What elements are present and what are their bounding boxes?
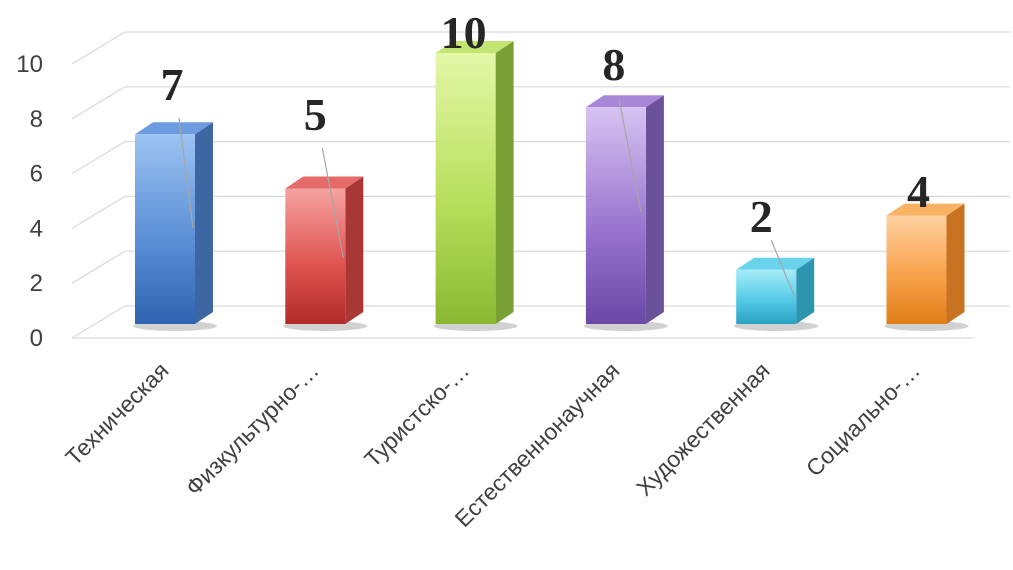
x-tick-label: Художественная [631,357,775,501]
gridlines [71,31,1010,339]
data-labels: 7 5 10 8 2 4 [161,7,930,297]
y-tick-label: 2 [30,270,43,297]
data-label: 7 [161,59,184,110]
bar [283,176,368,331]
leader-line [178,117,194,229]
x-tick-label: Туристско-… [359,357,474,472]
y-tick-label: 6 [30,161,43,188]
data-label: 10 [441,7,487,58]
bars [133,41,969,331]
y-axis-ticks: 0 2 4 6 8 10 [16,51,43,352]
leader-line [618,97,642,213]
data-label: 8 [602,39,625,90]
gridline [71,141,1010,175]
gridline [71,31,1010,65]
y-tick-label: 10 [16,51,43,78]
gridline [71,305,1010,339]
x-axis-labels: Техническая Физкультурно-… Туристско-…Есте… [60,357,925,532]
bar [433,41,518,331]
bar [583,95,668,331]
gridline [71,195,1010,229]
leader-line [770,239,795,297]
x-tick-label: Техническая [60,357,173,470]
y-tick-label: 8 [30,106,43,133]
y-tick-label: 0 [30,325,43,352]
gridline [71,86,1010,120]
gridline [71,250,1010,284]
data-label: 5 [304,89,327,140]
y-tick-label: 4 [30,215,43,242]
data-label: 4 [907,166,930,217]
data-label: 2 [750,191,773,242]
x-tick-label: Социально-… [801,357,925,481]
bar [133,122,217,331]
bar [734,257,819,331]
leader-line [321,147,344,259]
x-tick-label: Физкультурно-… [180,357,323,500]
bar [884,203,969,331]
x-tick-label: Естественнонаучная [450,357,625,532]
